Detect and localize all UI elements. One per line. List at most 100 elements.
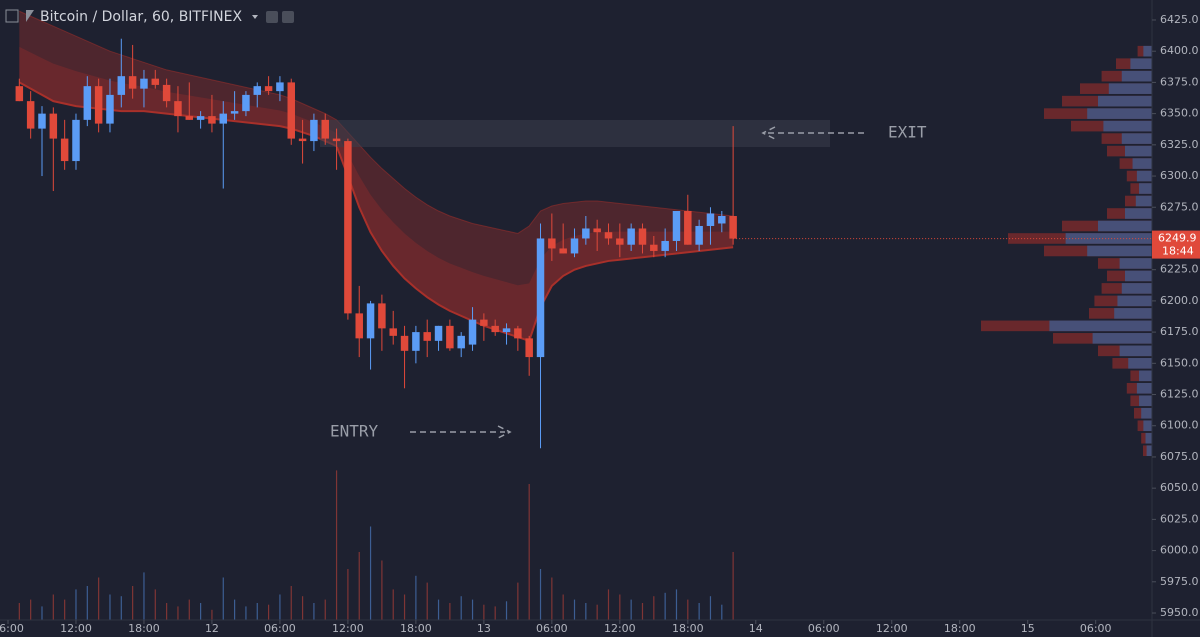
candle-body [446, 325, 454, 349]
y-tick-label: 6050.0 [1160, 481, 1199, 494]
candle-body [570, 238, 579, 254]
volume-bar [98, 577, 100, 620]
volume-bar [313, 603, 315, 620]
settings-icon[interactable] [282, 11, 294, 23]
candle-body [378, 303, 386, 329]
expand-icon[interactable] [5, 9, 19, 23]
candle-body [310, 119, 318, 142]
profile-bar-core [1145, 432, 1152, 444]
candle-body [332, 138, 341, 142]
volume-bar [52, 594, 54, 620]
candle-body [174, 101, 182, 117]
x-tick-label: 12:00 [60, 622, 92, 635]
volume-bar [64, 599, 66, 620]
volume-bar [200, 603, 202, 620]
candle-body [434, 325, 443, 341]
volume-bar [222, 577, 224, 620]
profile-bar-core [1143, 420, 1152, 432]
band-lower [18, 81, 734, 343]
volume-bar [109, 594, 111, 620]
volume-bar [607, 589, 610, 620]
candle-body [242, 94, 250, 112]
volume-bar [143, 572, 145, 620]
volume-bar [369, 526, 372, 620]
volume-bar [392, 589, 394, 620]
candle-body [49, 113, 58, 139]
volume-bar [630, 599, 632, 620]
layer [18, 10, 1152, 620]
candle-body [264, 86, 273, 92]
candle-body [230, 111, 239, 114]
exit-arrow [761, 126, 868, 140]
x-tick-label: 18:00 [128, 622, 160, 635]
candle-body [661, 240, 669, 251]
profile-bar-core [1087, 108, 1152, 119]
candle-body [650, 244, 658, 251]
candle-body [26, 101, 35, 129]
band-area [19, 11, 734, 341]
countdown: 18:44 [1162, 245, 1194, 258]
volume-bar [551, 577, 553, 620]
volume-bar [335, 470, 338, 620]
volume-bar [132, 586, 134, 620]
x-tick-label: 06:00 [0, 622, 24, 635]
volume-bar [41, 606, 43, 620]
candle-body [514, 328, 522, 339]
candle-body [525, 338, 533, 358]
band-upper [19, 10, 734, 235]
profile-bar-core [1117, 295, 1152, 307]
candle-body [389, 328, 397, 336]
volume-bar [709, 596, 712, 620]
volume-bar [188, 599, 190, 620]
volume-bar [267, 604, 270, 620]
candle-body [162, 84, 171, 102]
y-tick-label: 6025.0 [1160, 512, 1199, 525]
candle-body [684, 211, 692, 245]
profile-bar-core [1125, 208, 1152, 219]
candle-body [604, 232, 613, 239]
volume-bar [358, 552, 360, 620]
y-tick-label: 6375.0 [1160, 75, 1199, 88]
candle-body [344, 141, 352, 314]
y-tick-label: 6225.0 [1160, 263, 1199, 276]
candle-body [366, 303, 375, 339]
volume-bar [437, 599, 440, 620]
candle-body [276, 82, 284, 92]
profile-bar-core [1049, 320, 1152, 332]
volume-bar [562, 594, 564, 620]
profile-bar-core [1119, 345, 1152, 357]
profile-bar-core [1092, 333, 1152, 344]
profile-bar-core [1119, 258, 1152, 269]
y-tick-label: 5975.0 [1160, 575, 1199, 588]
candle-body [94, 86, 103, 124]
volume-bar [449, 603, 451, 620]
volume-bar [245, 606, 247, 620]
volume-bar [426, 582, 428, 620]
candle-body [423, 332, 431, 341]
volume-bar [483, 604, 485, 620]
x-tick-label: 06:00 [264, 622, 296, 635]
entry-label: ENTRY [330, 422, 379, 441]
candle-body [638, 228, 647, 245]
volume-bar [596, 604, 598, 620]
exit-label: EXIT [888, 123, 927, 142]
volume-bar [471, 599, 474, 620]
candle-body [468, 319, 477, 345]
volume-bar [528, 484, 530, 620]
candle-body [582, 228, 590, 239]
candle-body [321, 119, 329, 139]
profile-bar-core [1132, 158, 1152, 169]
volume-bar [517, 582, 519, 620]
eye-icon[interactable] [266, 11, 278, 23]
volume-bar [641, 603, 644, 620]
candle-body [616, 238, 624, 245]
volume-bar [86, 586, 88, 620]
dropdown[interactable] [252, 15, 258, 19]
profile-bar-core [1121, 70, 1152, 82]
y-tick-label: 6325.0 [1160, 138, 1199, 151]
profile-bar-core [1130, 58, 1152, 69]
volume-bar [154, 589, 156, 620]
candle-body [106, 94, 114, 124]
volume-bar [653, 596, 655, 620]
